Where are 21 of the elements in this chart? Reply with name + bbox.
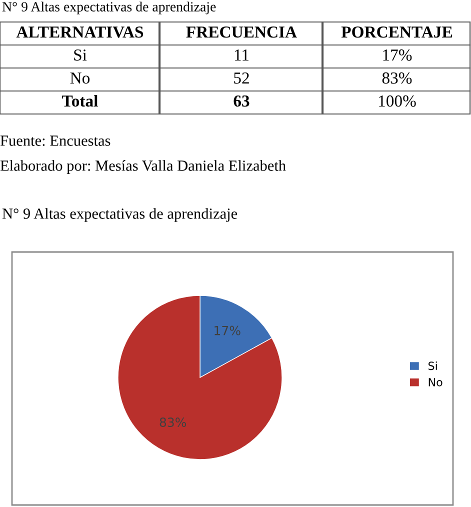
text: 52 bbox=[234, 72, 249, 84]
source-note: Fuente: Encuestas bbox=[0, 136, 110, 146]
text: ALTERNATIVAS bbox=[16, 26, 144, 38]
pie-slice bbox=[118, 295, 282, 460]
text: 11 bbox=[234, 50, 249, 61]
text: 63 bbox=[234, 95, 250, 107]
text: 83% bbox=[382, 72, 412, 84]
text: Total bbox=[62, 94, 98, 107]
data-label: 17% bbox=[214, 326, 240, 336]
text: No bbox=[70, 72, 90, 84]
text: 17% bbox=[383, 49, 412, 61]
text: 100% bbox=[379, 95, 416, 107]
text: Si bbox=[74, 49, 87, 61]
text: N° 9 Altas expectativas de aprendizaje bbox=[2, 2, 216, 14]
text: FRECUENCIA bbox=[186, 26, 297, 38]
text: Elaborado por: Mesías Valla Daniela Elizabeth bbox=[0, 160, 286, 174]
text: PORCENTAJE bbox=[341, 26, 452, 38]
legend-label: No bbox=[428, 378, 442, 386]
legend-label: Si bbox=[428, 361, 437, 370]
chart-title: N° 9 Altas expectativas de aprendizaje bbox=[2, 208, 238, 222]
data-label: 83% bbox=[160, 418, 186, 428]
